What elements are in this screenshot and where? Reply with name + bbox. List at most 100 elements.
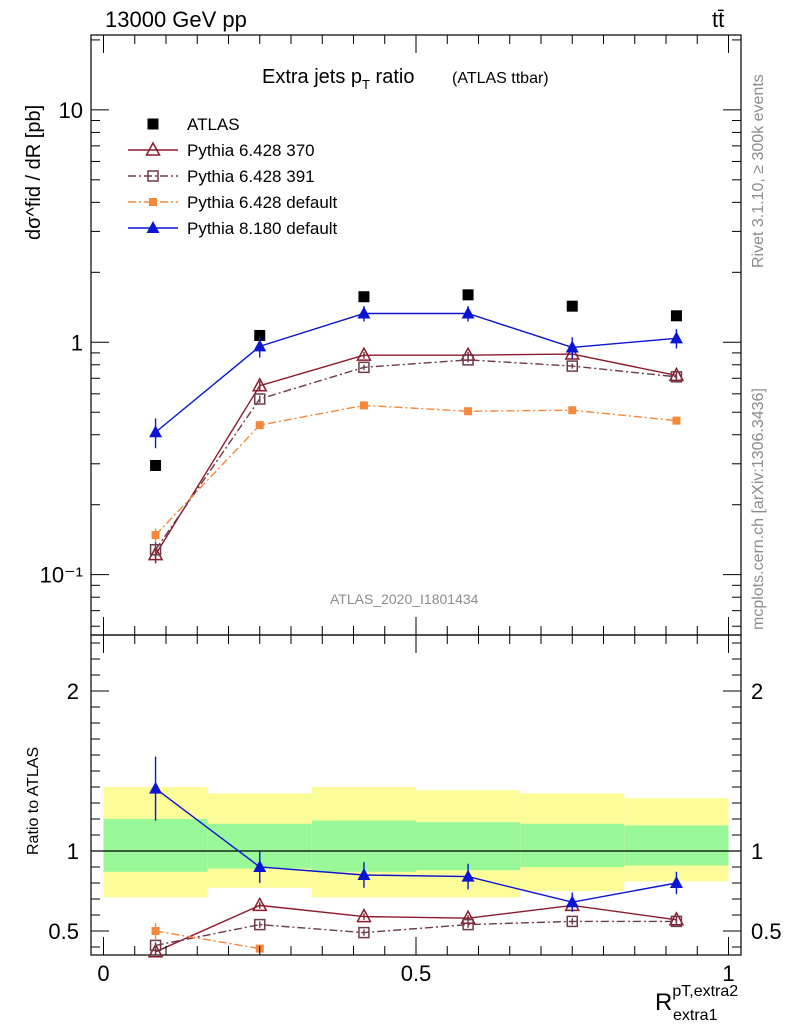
- data-point: [462, 289, 474, 301]
- data-point: [669, 876, 683, 888]
- legend-label: Pythia 6.428 default: [187, 193, 338, 212]
- data-point: [149, 781, 163, 794]
- y-tick-label: 10: [59, 98, 83, 123]
- data-point: [151, 927, 160, 935]
- data-point: [253, 339, 267, 352]
- series-pythia-6-428-370: [147, 345, 685, 564]
- series-line: [155, 404, 677, 536]
- series-pythia-6-428-default: [151, 401, 681, 543]
- data-point: [565, 895, 579, 908]
- legend-marker: [145, 141, 161, 156]
- data-point: [461, 869, 475, 882]
- legend-label: Pythia 6.428 370: [187, 141, 315, 160]
- data-point: [254, 393, 266, 405]
- series-pythia-6-428-391: [149, 354, 683, 558]
- x-axis-label-sub: extra1: [673, 1007, 718, 1024]
- data-point: [568, 406, 577, 415]
- legend-entry: Pythia 8.180 default: [128, 219, 338, 238]
- series-line: [155, 920, 677, 947]
- series-pythia-6-428-391: [149, 915, 683, 952]
- legend-marker: [147, 170, 159, 182]
- data-point: [668, 366, 685, 382]
- x-tick-label: 0.5: [401, 961, 432, 986]
- data-point: [254, 918, 266, 931]
- data-point: [462, 354, 474, 366]
- data-point: [669, 331, 683, 344]
- y-tick-label: 2: [751, 679, 763, 704]
- data-point: [672, 416, 681, 425]
- data-point: [670, 371, 683, 383]
- main-title-note: (ATLAS ttbar): [452, 70, 549, 87]
- legend-marker: [147, 118, 159, 130]
- y-tick-label: 10⁻¹: [40, 563, 83, 588]
- y-tick-label: 0.5: [751, 919, 782, 944]
- data-point: [464, 407, 473, 416]
- data-point: [357, 868, 371, 880]
- ratio-ylabel: Ratio to ATLAS: [25, 747, 42, 855]
- series-pythia-8-180-default: [149, 306, 683, 449]
- main-plot-panel: 10 1 10⁻¹ Extra jets pT ratio (ATLAS ttbar…: [23, 34, 742, 636]
- series-line: [155, 904, 677, 953]
- data-point: [356, 346, 372, 361]
- main-ylabel: dσ^fid / dR [pb]: [23, 105, 45, 240]
- process-label: tt̄: [712, 7, 724, 32]
- legend-entry: Pythia 6.428 391: [128, 167, 315, 186]
- data-point: [251, 377, 268, 392]
- data-point: [150, 459, 162, 471]
- data-point: [149, 425, 163, 438]
- uncertainty-band-inner: [624, 825, 729, 866]
- svg-text:dσ^fid / dR [pb]: dσ^fid / dR [pb]: [23, 105, 45, 240]
- series-atlas: [150, 289, 682, 471]
- data-point: [564, 345, 581, 360]
- x-tick-label: 0: [97, 961, 109, 986]
- data-point: [566, 360, 578, 372]
- data-point: [670, 915, 683, 928]
- data-point: [358, 361, 370, 374]
- uncertainty-band-inner: [103, 819, 208, 872]
- data-point: [254, 329, 266, 341]
- main-title: Extra jets pT ratio: [262, 66, 414, 92]
- y-tick-label: 1: [751, 839, 763, 864]
- analysis-label: ATLAS_2020_I1801434: [330, 591, 479, 607]
- y-tick-label: 0.5: [48, 919, 79, 944]
- data-point: [668, 911, 685, 926]
- data-point: [462, 918, 474, 931]
- series-line: [155, 312, 677, 433]
- series-line: [155, 930, 260, 950]
- y-tick-label: 2: [67, 679, 79, 704]
- data-point: [670, 310, 682, 322]
- legend: ATLAS Pythia 6.428 370 Pythia 6.428 391 Pyt…: [128, 115, 338, 238]
- data-point: [359, 401, 368, 410]
- data-point: [356, 908, 372, 923]
- data-point: [151, 531, 160, 540]
- series-pythia-8-180-default: [149, 756, 683, 912]
- data-point: [566, 915, 578, 928]
- legend-label: Pythia 6.428 391: [187, 167, 315, 186]
- legend-entry: Pythia 6.428 default: [128, 193, 338, 212]
- legend-label: ATLAS: [187, 115, 240, 134]
- data-point: [149, 939, 162, 952]
- series-pythia-6-428-default: [151, 923, 264, 953]
- data-point: [565, 340, 579, 353]
- ratio-plot-panel: 2 2 1 1 0.5 0.5 0 0.5 1 Ratio to ATLAS RpT,extra…: [25, 634, 782, 1024]
- y-tick-label: 1: [67, 839, 79, 864]
- rivet-label: Rivet 3.1.10, ≥ 300k events: [750, 74, 767, 268]
- uncertainty-band-inner: [520, 823, 625, 867]
- legend-entry: ATLAS: [147, 115, 240, 134]
- data-point: [251, 896, 268, 912]
- data-point: [566, 300, 578, 312]
- legend-marker: [146, 221, 160, 233]
- energy-label: 13000 GeV pp: [105, 7, 247, 32]
- series-line: [154, 353, 677, 555]
- x-tick-label: 1: [722, 961, 734, 986]
- y-tick-label: 1: [71, 330, 83, 355]
- data-point: [253, 860, 267, 872]
- data-point: [357, 306, 371, 319]
- data-point: [461, 306, 475, 319]
- series-line: [155, 788, 677, 903]
- data-point: [358, 926, 370, 939]
- uncertainty-band-inner: [416, 822, 521, 871]
- data-point: [147, 546, 164, 561]
- data-point: [358, 291, 370, 303]
- data-point: [149, 543, 162, 556]
